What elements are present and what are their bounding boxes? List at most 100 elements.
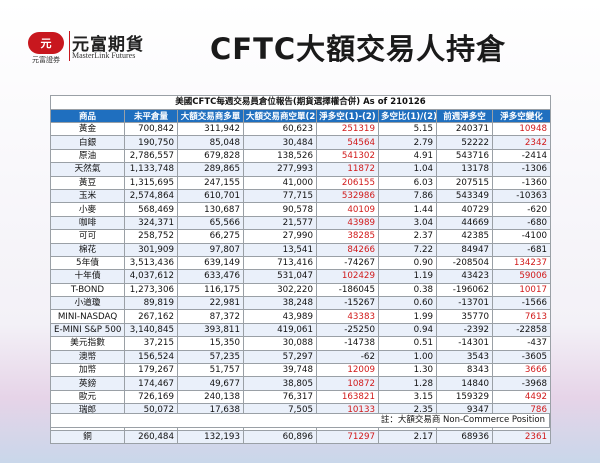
table-cell: 13,541: [243, 242, 317, 257]
table-cell: 14840: [436, 376, 493, 391]
table-cell: 4492: [492, 389, 551, 405]
table-cell: 37,215: [124, 336, 178, 351]
commodity-name-cell: 黃豆: [50, 175, 125, 190]
commodity-name-cell: 可可: [50, 229, 125, 244]
table-cell: 159329: [436, 389, 493, 405]
table-row: T-BOND 1,273,306 116,175 302,220 -186045 0.38…: [50, 282, 551, 298]
table-cell: 57,297: [243, 349, 317, 365]
table-cell: 40109: [316, 202, 379, 217]
table-cell: 89,819: [124, 296, 178, 311]
table-cell: 65,566: [177, 215, 244, 231]
table-cell: 8343: [436, 363, 493, 378]
table-cell: 102429: [316, 269, 379, 284]
table-cell: 11872: [316, 162, 379, 177]
table-cell: 258,752: [124, 229, 178, 244]
table-cell: 633,476: [177, 269, 244, 284]
commodity-name-cell: 玉米: [50, 188, 125, 204]
logo-subtitle: 元富證券: [32, 56, 60, 64]
table-cell: 7613: [492, 309, 551, 324]
table-cell: 84947: [436, 242, 493, 257]
commodity-name-cell: 小道瓊: [50, 296, 125, 311]
table-row: 原油 2,786,557 679,828 138,526 541302 4.91 54371…: [50, 148, 551, 164]
table-row: 小麥 568,469 130,687 90,578 40109 1.44 40729 -620: [50, 202, 551, 217]
table-row: 澳幣 156,524 57,235 57,297 -62 1.00 3543 -3605: [50, 349, 551, 365]
table-row: 白銀 190,750 85,048 30,484 54564 2.79 52222 2342: [50, 135, 551, 150]
column-header: 未平倉量: [124, 109, 178, 123]
table-cell: 419,061: [243, 322, 317, 338]
table-cell: 0.60: [378, 296, 437, 311]
table-cell: 1.30: [378, 363, 437, 378]
table-cell: 311,942: [177, 121, 244, 137]
table-cell: 66,275: [177, 229, 244, 244]
table-row: 玉米 2,574,864 610,701 77,715 532986 7.86 543349…: [50, 188, 551, 204]
column-header: 淨多空(1)-(2): [316, 109, 379, 123]
table-cell: 10948: [492, 121, 551, 137]
table-row: 歐元 726,169 240,138 76,317 163821 3.15 159329 44…: [50, 389, 551, 405]
table-row: 美元指數 37,215 15,350 30,088 -14738 0.51 -14301 -4…: [50, 336, 551, 351]
table-cell: 60,896: [243, 429, 317, 445]
table-row: 小道瓊 89,819 22,981 38,248 -15267 0.60 -13701 -15…: [50, 296, 551, 311]
table-cell: 713,416: [243, 255, 317, 271]
table-cell: 2.79: [378, 135, 437, 150]
table-cell: -62: [316, 349, 379, 365]
table-cell: 71297: [316, 429, 379, 445]
table-cell: 639,149: [177, 255, 244, 271]
table-cell: -1306: [492, 162, 551, 177]
commodity-name-cell: 美元指數: [50, 336, 125, 351]
table-row: 咖啡 324,371 65,566 21,577 43989 3.04 44669 -680: [50, 215, 551, 231]
table-cell: -186045: [316, 282, 379, 298]
table-cell: 43989: [316, 215, 379, 231]
table-cell: 10017: [492, 282, 551, 298]
table-cell: -2414: [492, 148, 551, 164]
table-cell: -1566: [492, 296, 551, 311]
commodity-name-cell: MINI-NASDAQ: [50, 309, 125, 324]
table-cell: -14301: [436, 336, 493, 351]
table-cell: 240,138: [177, 389, 244, 405]
table-cell: 3666: [492, 363, 551, 378]
table-cell: 84266: [316, 242, 379, 257]
table-cell: 39,748: [243, 363, 317, 378]
table-cell: 163821: [316, 389, 379, 405]
table-header-row: 商品 未平倉量 大額交易商多單 大額交易商空單(2) 淨多空(1)-(2) 多空比(1)/…: [50, 109, 551, 123]
table-cell: 267,162: [124, 309, 178, 324]
column-header: 前週淨多空: [436, 109, 493, 123]
table-cell: 59006: [492, 269, 551, 284]
table-cell: 85,048: [177, 135, 244, 150]
table-cell: 87,372: [177, 309, 244, 324]
table-cell: 207515: [436, 175, 493, 190]
table-cell: 41,000: [243, 175, 317, 190]
table-cell: 6.03: [378, 175, 437, 190]
table-cell: 60,623: [243, 121, 317, 137]
table-cell: 49,677: [177, 376, 244, 391]
table-cell: 2.17: [378, 429, 437, 445]
table-cell: 247,155: [177, 175, 244, 190]
table-body: 黃金 700,842 311,942 60,623 251319 5.15 240371 10…: [50, 121, 551, 445]
table-cell: 2.37: [378, 229, 437, 244]
table-cell: -3968: [492, 376, 551, 391]
table-cell: 138,526: [243, 148, 317, 164]
table-cell: 57,235: [177, 349, 244, 365]
table-cell: 3,140,845: [124, 322, 178, 338]
table-cell: -208504: [436, 255, 493, 271]
commodity-name-cell: 白銀: [50, 135, 125, 150]
column-header: 大額交易商空單(2): [243, 109, 317, 123]
table-cell: 1,273,306: [124, 282, 178, 298]
table-cell: -437: [492, 336, 551, 351]
table-cell: 156,524: [124, 349, 178, 365]
table-cell: -22858: [492, 322, 551, 338]
table-cell: 2342: [492, 135, 551, 150]
table-cell: 4.91: [378, 148, 437, 164]
table-cell: 1.19: [378, 269, 437, 284]
commodity-name-cell: 加幣: [50, 363, 125, 378]
table-row: 加幣 179,267 51,757 39,748 12009 1.30 8343 3666: [50, 363, 551, 378]
table-cell: 3,513,436: [124, 255, 178, 271]
table-row: E-MINI S&P 500 3,140,845 393,811 419,061 -25…: [50, 322, 551, 338]
commodity-name-cell: 歐元: [50, 389, 125, 405]
table-cell: -681: [492, 242, 551, 257]
table-cell: -25250: [316, 322, 379, 338]
table-cell: 610,701: [177, 188, 244, 204]
table-cell: 30,484: [243, 135, 317, 150]
table-cell: 27,990: [243, 229, 317, 244]
table-row: 英鎊 174,467 49,677 38,805 10872 1.28 14840 -3968: [50, 376, 551, 391]
table-cell: 134237: [492, 255, 551, 271]
